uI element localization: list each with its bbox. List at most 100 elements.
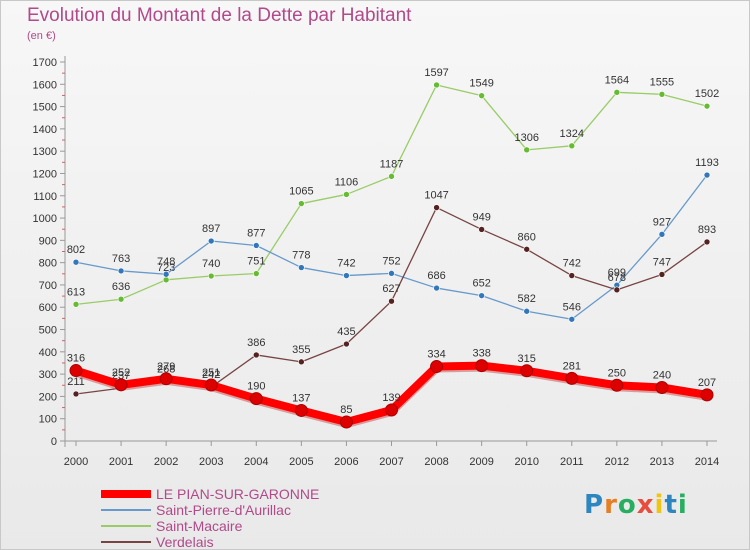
y-tick-label: 0 [51,436,57,448]
data-point-saint-macaire [388,173,395,180]
x-tick-label: 2001 [109,456,133,468]
legend-label: Saint-Pierre-d'Aurillac [156,502,291,518]
x-tick-label: 2009 [469,456,493,468]
data-point-le-pian-sur-garonne [69,364,83,378]
data-label-le-pian-sur-garonne: 207 [698,377,716,389]
logo-letter: P [584,490,605,520]
y-tick-label: 1300 [33,146,57,158]
data-point-verdelais [613,286,621,294]
data-label-le-pian-sur-garonne: 251 [202,367,220,379]
data-point-saint-macaire [343,191,350,198]
data-label-saint-pierre-d-aurillac: 752 [382,255,400,267]
x-tick-label: 2014 [695,456,719,468]
data-label-le-pian-sur-garonne: 279 [157,361,175,373]
data-label-saint-macaire: 1564 [605,74,629,86]
y-tick-label: 700 [39,280,57,292]
y-tick-label: 1100 [33,191,57,203]
data-label-saint-macaire: 1502 [695,88,719,100]
data-point-saint-macaire [117,295,125,303]
data-point-le-pian-sur-garonne [339,415,353,429]
data-point-saint-macaire [613,89,621,96]
data-point-saint-macaire [568,142,576,150]
data-label-saint-macaire: 1106 [335,176,359,188]
data-point-le-pian-sur-garonne [159,372,173,386]
data-point-verdelais [298,358,305,366]
y-tick-label: 1400 [33,124,57,136]
data-label-le-pian-sur-garonne: 139 [382,392,400,404]
x-tick-label: 2003 [199,456,223,468]
data-label-verdelais: 435 [337,326,355,338]
data-point-saint-macaire [162,276,170,284]
data-label-saint-macaire: 1306 [514,132,538,144]
legend-label: Saint-Macaire [156,518,243,534]
x-tick-label: 2010 [514,456,538,468]
data-label-verdelais: 237 [112,370,130,382]
data-label-saint-macaire: 1597 [424,67,448,79]
data-point-verdelais [72,390,80,398]
y-tick-label: 1200 [33,168,57,180]
data-point-saint-macaire [433,81,440,89]
data-point-le-pian-sur-garonne [114,378,128,392]
logo-letter: i [654,490,665,520]
chart-subtitle: (en €) [27,30,56,42]
data-point-verdelais [388,297,395,305]
data-point-verdelais [523,245,531,253]
data-point-saint-macaire [658,91,666,98]
x-tick-label: 2006 [334,456,358,468]
data-point-saint-pierre-d-aurillac [298,264,305,271]
data-point-verdelais [703,238,711,246]
data-label-le-pian-sur-garonne: 137 [292,392,310,404]
data-point-saint-pierre-d-aurillac [72,258,80,266]
logo-letter: o [617,490,637,520]
chart-title: Evolution du Montant de la Dette par Hab… [27,5,412,26]
x-tick-label: 2002 [154,456,178,468]
data-point-le-pian-sur-garonne [655,380,669,394]
x-tick-label: 2004 [244,456,268,468]
data-label-verdelais: 742 [563,258,581,270]
y-tick-label: 300 [39,369,57,381]
data-label-le-pian-sur-garonne: 250 [608,367,626,379]
data-label-saint-pierre-d-aurillac: 1193 [695,157,719,169]
data-label-saint-pierre-d-aurillac: 927 [653,216,671,228]
data-label-saint-macaire: 740 [202,258,220,270]
data-label-verdelais: 242 [202,369,220,381]
data-point-saint-pierre-d-aurillac [523,307,531,315]
data-label-verdelais: 268 [157,363,175,375]
legend-swatch [101,525,151,527]
legend-swatch [101,490,151,498]
legend-label: LE PIAN-SUR-GARONNE [156,486,320,502]
y-tick-label: 1000 [33,213,57,225]
data-point-saint-pierre-d-aurillac [343,272,350,279]
data-label-verdelais: 1047 [424,190,448,202]
data-point-le-pian-sur-garonne [385,403,398,417]
data-label-saint-macaire: 1187 [380,158,404,170]
data-point-saint-macaire [478,92,485,99]
legend-label: Verdelais [156,534,214,550]
data-label-verdelais: 893 [698,224,716,236]
data-label-saint-macaire: 613 [67,286,85,298]
x-tick-label: 2005 [289,456,313,468]
data-point-verdelais [343,340,350,348]
data-label-saint-pierre-d-aurillac: 778 [292,250,310,262]
data-point-le-pian-sur-garonne [249,392,263,406]
data-label-verdelais: 355 [292,344,310,356]
data-point-saint-pierre-d-aurillac [703,171,711,179]
logo-letter: x [636,490,655,520]
y-tick-label: 1600 [33,79,57,91]
x-tick-label: 2012 [605,456,629,468]
data-label-le-pian-sur-garonne: 281 [563,360,581,372]
y-tick-label: 400 [39,347,57,359]
data-label-le-pian-sur-garonne: 240 [653,369,671,381]
data-point-verdelais [252,351,260,359]
data-label-saint-macaire: 751 [247,256,265,268]
x-tick-label: 2007 [379,456,403,468]
data-label-saint-macaire: 636 [112,281,130,293]
y-tick-label: 600 [39,302,57,314]
x-tick-label: 2013 [650,456,674,468]
series-line-saint-pierre-d-aurillac [75,174,708,320]
data-point-saint-pierre-d-aurillac [568,315,576,323]
data-point-saint-macaire [207,272,215,280]
data-point-le-pian-sur-garonne [565,371,579,385]
